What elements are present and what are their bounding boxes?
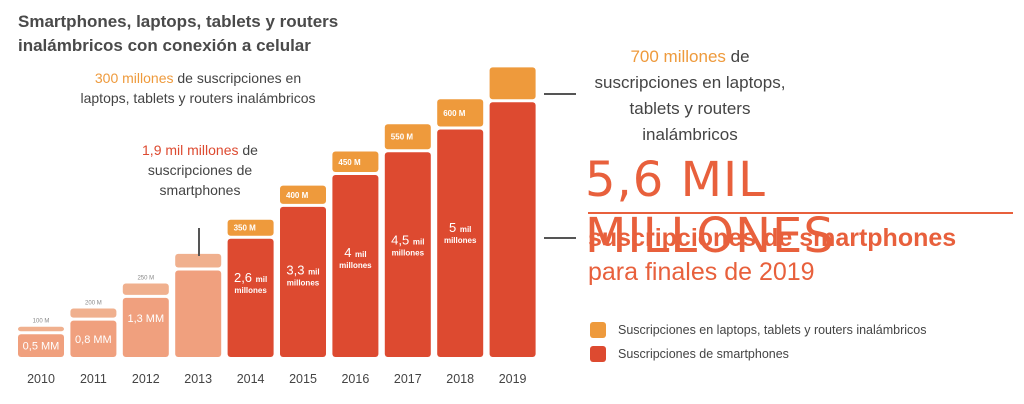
bar-smartphones-2015: [280, 206, 326, 357]
legend-item-smartphones: Suscripciones de smartphones: [590, 346, 926, 362]
legend-label-laptops: Suscripciones en laptops, tablets y rout…: [618, 323, 927, 337]
data-label-smartphones-2017: 4,5 mil millones: [391, 232, 424, 257]
bar-laptops-2010: [18, 326, 64, 332]
data-label-laptops-2012: 250 M: [137, 275, 154, 281]
data-label-laptops-2017: 550 M: [391, 133, 414, 142]
annotation-300-million: 300 millones de suscripciones en laptops…: [78, 68, 318, 108]
bar-laptops-2019: [489, 67, 536, 100]
x-tick-label-2016: 2016: [341, 372, 369, 386]
bar-laptops-2014: [227, 219, 274, 236]
bar-smartphones-2016: [332, 175, 379, 357]
bar-smartphones-2013: [175, 270, 222, 357]
data-label-laptops-2014: 350 M: [234, 224, 257, 233]
bar-laptops-2017: [384, 124, 431, 150]
subtitle-smartphones: suscripciones de smartphones: [588, 224, 957, 252]
data-label-smartphones-2016: 4 mil millones: [339, 245, 372, 270]
bar-smartphones-2019: [489, 102, 536, 357]
data-label-smartphones-2011: 0,8 MM: [75, 334, 112, 346]
data-label-smartphones-2010: 0,5 MM: [23, 341, 60, 353]
annotation-300-highlight: 300 millones: [94, 70, 174, 86]
subtitle-end-2019: para finales de 2019: [588, 258, 815, 286]
x-tick-label-2018: 2018: [446, 372, 474, 386]
legend-swatch-laptops: [590, 322, 606, 338]
x-tick-label-2014: 2014: [237, 372, 265, 386]
x-tick-label-2010: 2010: [27, 372, 55, 386]
bar-laptops-2016: [332, 151, 379, 172]
x-tick-label-2012: 2012: [132, 372, 160, 386]
bar-smartphones-2010: [18, 334, 64, 357]
bar-smartphones-2012: [122, 297, 169, 357]
data-label-laptops-2011: 200 M: [85, 301, 102, 307]
legend-label-smartphones: Suscripciones de smartphones: [618, 347, 789, 361]
bar-laptops-2013: [175, 253, 222, 268]
x-tick-label-2019: 2019: [499, 372, 527, 386]
annotation-300-text: de suscripciones en laptops, tablets y r…: [80, 70, 316, 106]
data-label-laptops-2016: 450 M: [338, 158, 361, 167]
data-label-smartphones-2015: 3,3 mil millones: [286, 262, 319, 287]
data-label-smartphones-2012: 1,3 MM: [127, 313, 164, 325]
x-tick-label-2015: 2015: [289, 372, 317, 386]
bar-smartphones-2014: [227, 238, 274, 357]
bar-smartphones-2011: [70, 320, 117, 357]
x-tick-label-2017: 2017: [394, 372, 422, 386]
legend: Suscripciones en laptops, tablets y rout…: [590, 322, 926, 370]
bar-smartphones-2018: [437, 129, 484, 357]
data-label-laptops-2018: 600 M: [443, 109, 466, 118]
chart-title: Smartphones, laptops, tablets y routers …: [18, 12, 339, 55]
annotation-19-text: de suscripciones de smartphones: [147, 142, 258, 198]
legend-swatch-smartphones: [590, 346, 606, 362]
data-label-smartphones-2018: 5 mil millones: [444, 220, 477, 245]
bar-laptops-2015: [280, 185, 326, 204]
bar-laptops-2018: [437, 99, 484, 127]
x-tick-label-2013: 2013: [184, 372, 212, 386]
annotation-700-highlight: 700 millones: [630, 47, 726, 66]
data-label-laptops-2015: 400 M: [286, 191, 309, 200]
data-label-smartphones-2014: 2,6 mil millones: [234, 270, 267, 295]
annotation-700-million: 700 millones de suscripciones en laptops…: [585, 44, 795, 148]
bar-laptops-2011: [70, 308, 117, 318]
big-number: 5,6 MIL MILLONES: [585, 152, 835, 264]
x-tick-label-2011: 2011: [80, 372, 107, 386]
legend-item-laptops: Suscripciones en laptops, tablets y rout…: [590, 322, 926, 338]
annotation-700-text: de suscripciones en laptops, tablets y r…: [594, 47, 786, 144]
divider-rule: [588, 212, 1013, 214]
data-label-laptops-2010: 100 M: [33, 319, 50, 325]
annotation-1-9-billion: 1,9 mil millones de suscripciones de sma…: [110, 140, 290, 200]
bar-smartphones-2017: [384, 152, 431, 357]
bar-laptops-2012: [122, 283, 169, 295]
annotation-19-highlight: 1,9 mil millones: [142, 142, 239, 158]
